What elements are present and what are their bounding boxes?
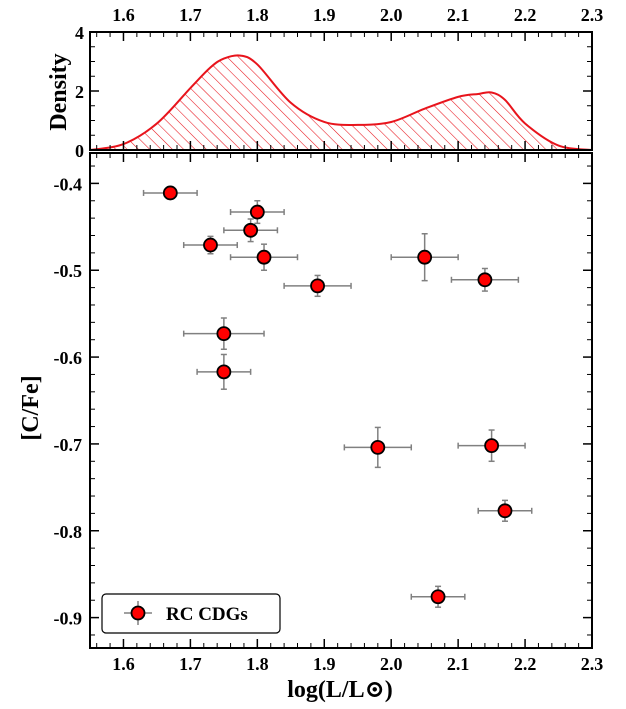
- x-tick-label: 1.9: [313, 654, 336, 674]
- legend: RC CDGs: [101, 593, 281, 634]
- data-point: [457, 429, 526, 463]
- point-marker: [477, 272, 493, 288]
- point-marker: [216, 326, 232, 342]
- point-marker: [249, 204, 265, 220]
- point-marker: [216, 364, 232, 380]
- data-point: [450, 267, 520, 292]
- y-tick-label: -0.8: [54, 522, 83, 542]
- point-marker: [203, 237, 218, 253]
- x-tick-label: 1.8: [246, 654, 269, 674]
- data-point: [283, 274, 352, 298]
- point-marker: [256, 249, 272, 265]
- legend-marker: [130, 605, 146, 621]
- x-tick-label: 2.1: [447, 654, 470, 674]
- data-point: [196, 353, 252, 390]
- density-axis-title: Density: [46, 53, 72, 130]
- point-marker: [243, 222, 259, 238]
- y-tick-label: -0.5: [54, 261, 83, 281]
- scatter-panel-frame: [89, 152, 593, 649]
- density-y-tick-label: 0: [75, 141, 84, 161]
- density-area-fill: [90, 55, 592, 151]
- data-point: [142, 185, 198, 201]
- data-point: [477, 499, 533, 522]
- y-tick-label: -0.4: [54, 174, 83, 194]
- point-marker: [370, 439, 386, 455]
- density-curve: [89, 54, 593, 151]
- density-x-tick-label: 1.9: [313, 5, 336, 25]
- density-x-tick-label: 1.7: [179, 5, 202, 25]
- point-marker: [162, 185, 178, 201]
- data-point: [182, 317, 265, 351]
- density-panel: 0 2 4 1.6 1.7 1.8 1.9 2.0 2.1 2.2 2.3: [75, 5, 603, 161]
- point-marker: [417, 249, 433, 265]
- point-marker: [310, 278, 325, 294]
- density-x-tick-label: 1.8: [246, 5, 269, 25]
- legend-label: RC CDGs: [166, 604, 248, 625]
- legend-box: [101, 593, 281, 634]
- scatter-panel: 1.6 1.7 1.8 1.9 2.0 2.1 2.2 2.3 -0.4 -0.5 -0.6 -0.7…: [54, 152, 604, 674]
- density-x-tick-label: 2.3: [581, 5, 604, 25]
- x-tick-label: 2.2: [514, 654, 537, 674]
- x-axis-title: log(L/L⊙): [287, 677, 392, 703]
- density-x-tick-label: 1.6: [112, 5, 135, 25]
- density-y-tick-label: 2: [75, 82, 84, 102]
- data-point: [223, 218, 279, 243]
- x-tick-label: 1.6: [112, 654, 135, 674]
- point-marker: [497, 503, 513, 519]
- density-x-tick-label: 2.0: [380, 5, 403, 25]
- data-point: [182, 235, 239, 255]
- density-y-tick-label: 4: [75, 23, 84, 43]
- point-marker: [430, 589, 446, 605]
- y-axis-title: [C/Fe]: [18, 375, 44, 440]
- density-x-tick-label: 2.1: [447, 5, 470, 25]
- density-x-tick-label: 2.2: [514, 5, 537, 25]
- data-point: [390, 233, 459, 282]
- x-tick-label: 1.7: [179, 654, 202, 674]
- point-marker: [484, 438, 500, 454]
- y-tick-label: -0.7: [54, 435, 83, 455]
- data-point: [410, 585, 466, 608]
- data-point: [343, 426, 413, 469]
- data-point: [229, 200, 285, 225]
- x-tick-label: 2.0: [380, 654, 403, 674]
- x-tick-label: 2.3: [581, 654, 604, 674]
- y-tick-label: -0.9: [54, 609, 83, 629]
- y-tick-label: -0.6: [54, 348, 83, 368]
- data-point: [229, 243, 299, 271]
